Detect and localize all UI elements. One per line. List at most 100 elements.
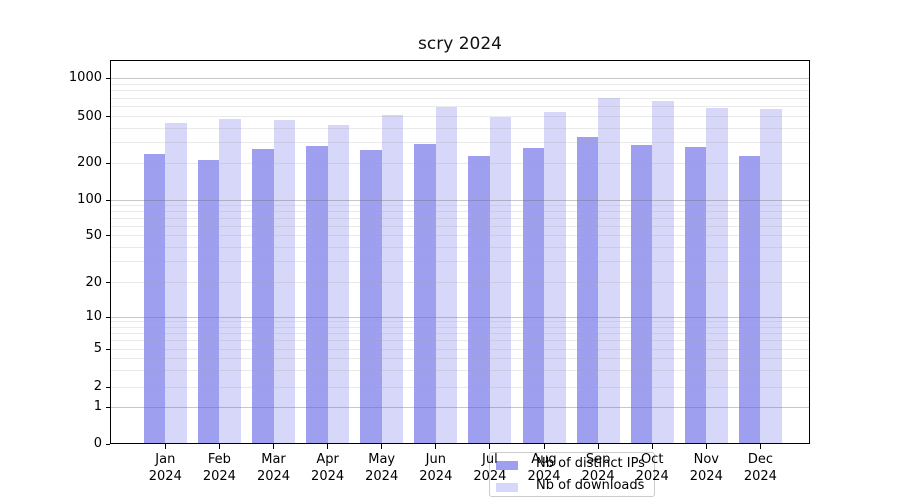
chart-title: scry 2024 bbox=[418, 34, 502, 54]
bars-layer bbox=[110, 60, 810, 444]
x-tick-month: Dec bbox=[747, 452, 773, 467]
x-tick-year: 2024 bbox=[148, 469, 182, 484]
x-tick-label-aug: Aug 2024 bbox=[517, 451, 571, 485]
plot-area: Nb of distinct IPs Nb of downloads bbox=[110, 60, 810, 497]
y-tick-mark bbox=[106, 406, 110, 408]
x-tick-year: 2024 bbox=[635, 469, 669, 484]
y-tick-mark bbox=[106, 348, 110, 350]
x-tick-year: 2024 bbox=[527, 469, 561, 484]
x-tick-year: 2024 bbox=[419, 469, 453, 484]
bar-nb-of-distinct-ips-oct bbox=[630, 144, 653, 444]
legend-swatch-nb-of-distinct-ips bbox=[496, 461, 518, 470]
bar-nb-of-downloads-jul bbox=[489, 117, 512, 444]
y-tick-mark bbox=[106, 235, 110, 237]
bar-nb-of-downloads-jan bbox=[165, 122, 187, 444]
bar-nb-of-downloads-dec bbox=[760, 108, 782, 444]
y-tick-label: 2 bbox=[93, 379, 102, 395]
y-tick-mark bbox=[106, 282, 110, 284]
bar-nb-of-downloads-jun bbox=[435, 107, 458, 444]
x-tick-year: 2024 bbox=[689, 469, 723, 484]
bar-nb-of-distinct-ips-mar bbox=[252, 149, 274, 444]
x-tick-label-may: May 2024 bbox=[355, 451, 409, 485]
legend: Nb of distinct IPs Nb of downloads bbox=[489, 452, 655, 497]
x-tick-mark bbox=[381, 444, 383, 449]
y-tick-mark bbox=[106, 77, 110, 79]
y-tick-mark bbox=[106, 199, 110, 201]
y-tick-label: 100 bbox=[77, 192, 102, 207]
x-tick-year: 2024 bbox=[473, 469, 507, 484]
bar-nb-of-distinct-ips-jul bbox=[468, 156, 490, 444]
legend-row-nb-of-downloads: Nb of downloads bbox=[490, 477, 654, 497]
bar-nb-of-distinct-ips-apr bbox=[306, 145, 328, 444]
y-tick-mark bbox=[106, 116, 110, 118]
bar-nb-of-distinct-ips-may bbox=[360, 149, 382, 444]
x-tick-label-feb: Feb 2024 bbox=[192, 451, 246, 485]
y-tick-mark bbox=[106, 316, 110, 318]
x-tick-month: May bbox=[368, 452, 396, 467]
x-tick-label-sep: Sep 2024 bbox=[571, 451, 625, 485]
x-tick-mark bbox=[164, 444, 166, 449]
x-tick-mark bbox=[489, 444, 491, 449]
bar-nb-of-distinct-ips-jan bbox=[143, 154, 166, 444]
x-tick-label-jul: Jul 2024 bbox=[463, 451, 517, 485]
x-tick-month: Nov bbox=[693, 452, 719, 467]
y-tick-mark bbox=[106, 386, 110, 388]
x-tick-label-oct: Oct 2024 bbox=[625, 451, 679, 485]
x-tick-month: Jul bbox=[482, 452, 498, 467]
x-tick-year: 2024 bbox=[365, 469, 399, 484]
x-tick-month: Aug bbox=[531, 452, 557, 467]
x-tick-year: 2024 bbox=[202, 469, 236, 484]
x-tick-month: Jan bbox=[155, 452, 176, 467]
legend-label-nb-of-distinct-ips: Nb of distinct IPs bbox=[536, 456, 645, 471]
x-tick-month: Sep bbox=[585, 452, 611, 467]
x-tick-mark bbox=[327, 444, 329, 449]
x-tick-mark bbox=[759, 444, 761, 449]
x-tick-label-nov: Nov 2024 bbox=[679, 451, 733, 485]
x-tick-month: Oct bbox=[640, 452, 664, 467]
x-tick-label-jun: Jun 2024 bbox=[409, 451, 463, 485]
y-tick-mark bbox=[106, 162, 110, 164]
x-tick-label-apr: Apr 2024 bbox=[301, 451, 355, 485]
x-tick-label-mar: Mar 2024 bbox=[247, 451, 301, 485]
bar-nb-of-distinct-ips-sep bbox=[576, 136, 599, 444]
x-tick-year: 2024 bbox=[256, 469, 291, 484]
bar-nb-of-downloads-aug bbox=[544, 111, 566, 444]
x-tick-month: Apr bbox=[316, 452, 339, 467]
y-tick-label: 1 bbox=[93, 399, 102, 415]
y-tick-label: 10 bbox=[85, 309, 102, 324]
x-tick-mark bbox=[651, 444, 653, 449]
legend-row-nb-of-distinct-ips: Nb of distinct IPs bbox=[490, 455, 654, 475]
x-tick-month: Feb bbox=[207, 452, 231, 467]
bar-nb-of-downloads-mar bbox=[273, 120, 295, 444]
bar-nb-of-distinct-ips-dec bbox=[738, 155, 761, 444]
x-tick-year: 2024 bbox=[581, 469, 615, 484]
legend-label-nb-of-downloads: Nb of downloads bbox=[536, 478, 645, 493]
bar-nb-of-downloads-apr bbox=[327, 124, 350, 444]
bar-nb-of-downloads-oct bbox=[652, 100, 674, 444]
bar-nb-of-downloads-may bbox=[381, 115, 404, 444]
bar-nb-of-distinct-ips-jun bbox=[414, 144, 436, 444]
x-tick-mark bbox=[597, 444, 599, 449]
bar-nb-of-downloads-nov bbox=[706, 107, 728, 444]
y-tick-label: 1000 bbox=[68, 70, 102, 86]
bar-nb-of-distinct-ips-aug bbox=[522, 148, 544, 444]
x-tick-mark bbox=[218, 444, 220, 449]
bar-nb-of-distinct-ips-feb bbox=[197, 160, 220, 444]
x-tick-month: Jun bbox=[425, 452, 446, 467]
y-tick-label: 0 bbox=[93, 436, 102, 451]
bar-nb-of-downloads-feb bbox=[219, 119, 241, 444]
y-tick-label: 20 bbox=[85, 274, 102, 290]
y-tick-label: 500 bbox=[77, 108, 102, 124]
x-tick-mark bbox=[705, 444, 707, 449]
y-tick-mark bbox=[106, 443, 110, 445]
y-tick-label: 5 bbox=[93, 341, 102, 357]
x-tick-mark bbox=[435, 444, 437, 449]
x-tick-mark bbox=[273, 444, 274, 449]
x-tick-label-dec: Dec 2024 bbox=[733, 451, 787, 485]
bar-nb-of-distinct-ips-nov bbox=[684, 146, 707, 444]
x-tick-year: 2024 bbox=[743, 469, 777, 484]
legend-swatch-nb-of-downloads bbox=[496, 483, 518, 492]
x-tick-label-jan: Jan 2024 bbox=[138, 451, 192, 485]
x-tick-mark bbox=[543, 444, 545, 449]
